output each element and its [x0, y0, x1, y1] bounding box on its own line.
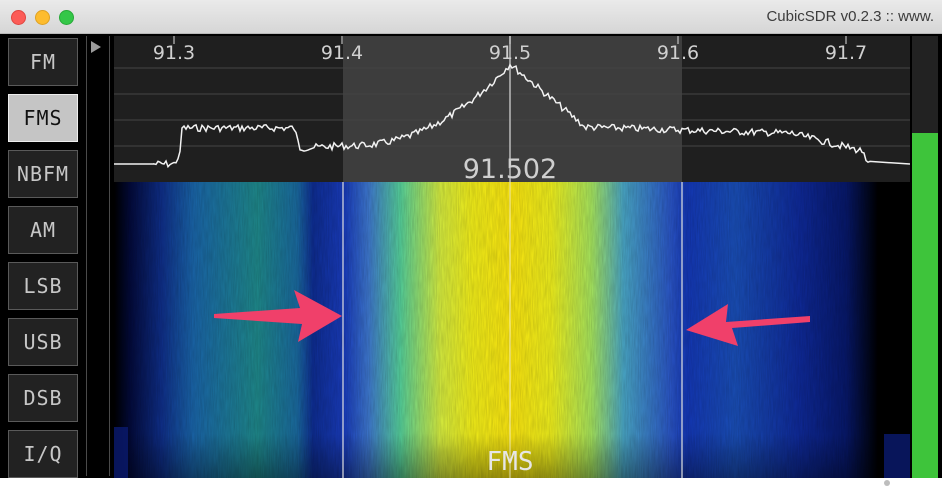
window-title: CubicSDR v0.2.3 :: www.: [766, 8, 934, 25]
active-mode-overlay: FMS: [487, 447, 534, 477]
waterfall-canvas: FMS: [114, 182, 910, 478]
freq-tick-label: 91.6: [657, 42, 699, 64]
bandwidth-highlight: [343, 36, 682, 182]
freq-tick-label: 91.5: [489, 42, 531, 64]
minimize-window-button[interactable]: [35, 10, 50, 25]
mode-button-lsb[interactable]: LSB: [8, 262, 78, 310]
signal-level-fill: [912, 133, 938, 478]
waterfall-view[interactable]: FMS: [114, 182, 910, 478]
freq-tick-label: 91.4: [321, 42, 363, 64]
freq-tick-label: 91.3: [153, 42, 195, 64]
signal-level-meter[interactable]: [912, 36, 938, 478]
mode-button-fm[interactable]: FM: [8, 38, 78, 86]
right-arrow-icon: [686, 304, 810, 346]
mode-button-iq[interactable]: I/Q: [8, 430, 78, 478]
play-arrow-icon[interactable]: [91, 41, 101, 53]
side-scroll-strip[interactable]: [86, 36, 110, 476]
maximize-window-button[interactable]: [59, 10, 74, 25]
center-frequency-label: 91.502: [463, 154, 557, 182]
close-window-button[interactable]: [11, 10, 26, 25]
mode-button-usb[interactable]: USB: [8, 318, 78, 366]
spectrum-gridlines: [114, 67, 910, 147]
demod-mode-panel: FM FMS NBFM AM LSB USB DSB I/Q: [4, 36, 82, 478]
mode-button-fms[interactable]: FMS: [8, 94, 78, 142]
mode-button-am[interactable]: AM: [8, 206, 78, 254]
mode-button-nbfm[interactable]: NBFM: [8, 150, 78, 198]
sdr-app: FM FMS NBFM AM LSB USB DSB I/Q: [0, 34, 942, 478]
spectrum-canvas: 91.3 91.4 91.5 91.6 91.7 91.502: [114, 36, 910, 182]
spectrum-trace: [114, 63, 910, 169]
mode-button-dsb[interactable]: DSB: [8, 374, 78, 422]
status-strip: [0, 478, 942, 489]
title-bar: CubicSDR v0.2.3 :: www.: [0, 0, 942, 34]
resize-handle-icon[interactable]: [884, 480, 890, 486]
spectrum-view[interactable]: 91.3 91.4 91.5 91.6 91.7 91.502: [114, 36, 910, 182]
left-arrow-icon: [214, 290, 342, 342]
freq-tick-label: 91.7: [825, 42, 867, 64]
freq-ticks: 91.3 91.4 91.5 91.6 91.7: [153, 36, 867, 64]
